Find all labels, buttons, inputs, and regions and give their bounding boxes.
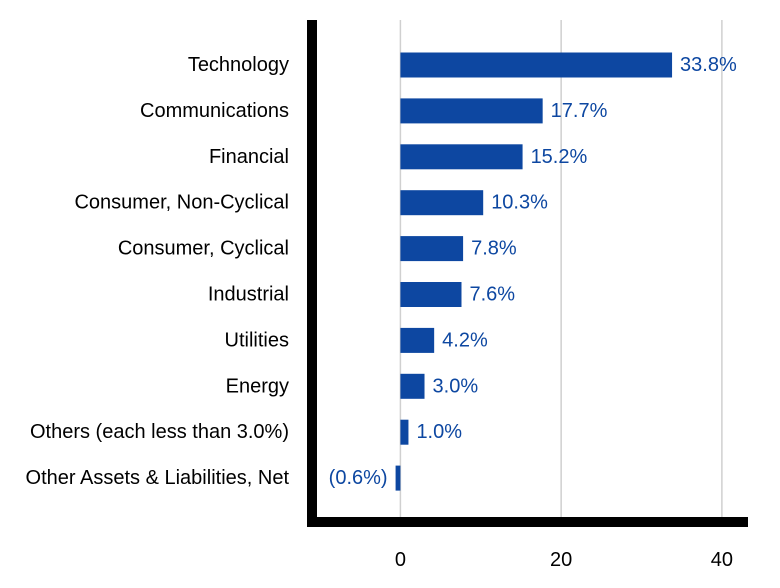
data-label-9: (0.6%)	[329, 467, 388, 489]
bar-8	[400, 419, 409, 445]
category-label-2: Financial	[209, 146, 289, 168]
data-label-4: 7.8%	[471, 238, 517, 260]
category-label-3: Consumer, Non-Cyclical	[74, 192, 289, 214]
grid-lines	[399, 20, 723, 522]
data-labels: 33.8% 17.7% 15.2% 10.3% 7.8% 7.6% 4.2% 3.0% 1.0%…	[329, 54, 737, 489]
x-tick-labels: 0 20 40	[395, 549, 733, 571]
category-label-6: Utilities	[225, 329, 289, 351]
data-label-5: 7.6%	[469, 284, 515, 306]
category-labels: Technology Communications Financial Consume…	[26, 54, 290, 489]
x-axis-line	[307, 517, 748, 527]
data-label-3: 10.3%	[491, 192, 548, 214]
bar-0	[400, 52, 673, 78]
data-label-1: 17.7%	[551, 100, 608, 122]
data-label-8: 1.0%	[416, 421, 462, 443]
bar-5	[400, 282, 462, 307]
category-label-1: Communications	[140, 100, 289, 122]
category-label-4: Consumer, Cyclical	[118, 238, 289, 260]
category-label-7: Energy	[226, 375, 289, 397]
data-label-0: 33.8%	[680, 54, 737, 76]
category-label-5: Industrial	[208, 284, 289, 306]
bar-4	[400, 236, 464, 262]
x-tick-label-40: 40	[711, 549, 733, 571]
x-tick-label-20: 20	[550, 549, 572, 571]
bar-6	[400, 327, 435, 353]
category-label-8: Others (each less than 3.0%)	[30, 421, 289, 443]
data-label-7: 3.0%	[433, 375, 479, 397]
data-label-6: 4.2%	[442, 329, 488, 351]
data-label-2: 15.2%	[531, 146, 588, 168]
bar-7	[400, 373, 425, 399]
bar-1	[400, 98, 543, 124]
bar-9	[395, 465, 401, 491]
axes	[307, 20, 748, 527]
x-tick-label-0: 0	[395, 549, 406, 571]
category-label-9: Other Assets & Liabilities, Net	[26, 467, 290, 489]
bar-3	[400, 190, 484, 216]
category-label-0: Technology	[188, 54, 289, 76]
y-axis-line	[307, 20, 317, 527]
bars	[395, 52, 673, 491]
bar-2	[400, 144, 523, 170]
